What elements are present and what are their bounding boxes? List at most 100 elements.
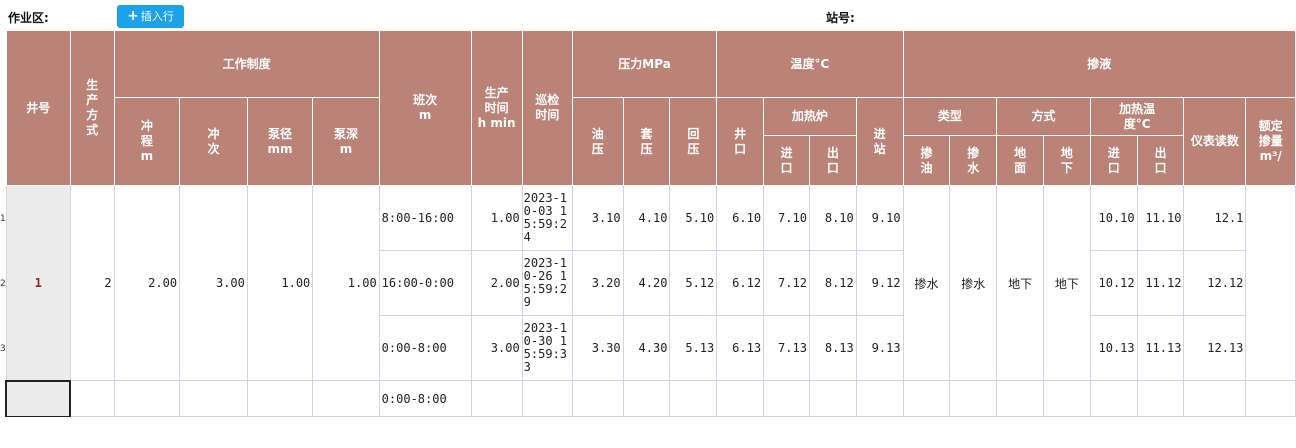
cell-shift[interactable]: 8:00-16:00 [378, 185, 472, 251]
row-number: 1 [0, 214, 6, 224]
cell-pump-dia[interactable]: 1.00 [246, 185, 314, 381]
empty-cell[interactable] [113, 380, 181, 417]
header-pump-dia-unit: mm [267, 141, 293, 156]
header-to-station: 进站 [855, 97, 904, 186]
cell-oil-pressure[interactable]: 3.20 [571, 250, 624, 316]
header-blending: 掺液 [902, 30, 1296, 98]
cell-patrol-time[interactable]: 2023-10-26 15:59:29 [521, 250, 573, 316]
header-back-pressure: 回压 [669, 97, 718, 186]
cell-heat-outlet[interactable]: 11.13 [1136, 315, 1185, 381]
empty-cell[interactable] [1089, 380, 1138, 417]
empty-cell[interactable] [312, 380, 380, 417]
cell-shift[interactable]: 0:00-8:00 [378, 380, 472, 417]
empty-cell[interactable] [69, 380, 115, 417]
well-data-table: 井号 生产方式 工作制度 班次 m 生产时间 h min 巡检时间 压力MPa 温度… [5, 30, 1296, 417]
cell-prod-time[interactable]: 1.00 [470, 185, 523, 251]
cell-wellhead[interactable]: 6.13 [716, 315, 765, 381]
cell-meter-reading[interactable]: 12.13 [1183, 315, 1247, 381]
cell-rated[interactable] [1245, 185, 1296, 381]
cell-casing-pressure[interactable]: 4.20 [622, 250, 671, 316]
empty-cell[interactable] [1245, 380, 1296, 417]
cell-type-oil[interactable]: 掺水 [902, 185, 951, 381]
header-shift-unit: m [418, 108, 432, 122]
cell-meter-reading[interactable]: 12.1 [1183, 185, 1247, 251]
cell-patrol-time[interactable]: 2023-10-03 15:59:24 [521, 185, 573, 251]
empty-cell[interactable] [571, 380, 624, 417]
cell-prod-mode[interactable]: 2 [69, 185, 115, 381]
cell-furnace-outlet[interactable]: 8.13 [808, 315, 857, 381]
cell-to-station[interactable]: 9.13 [855, 315, 904, 381]
empty-cell[interactable] [716, 380, 765, 417]
cell-strokes[interactable]: 3.00 [179, 185, 248, 381]
empty-cell[interactable] [622, 380, 671, 417]
cell-wellhead[interactable]: 6.12 [716, 250, 765, 316]
header-heat-temp: 加热温度°C [1089, 97, 1185, 136]
empty-cell[interactable] [855, 380, 904, 417]
empty-cell[interactable] [521, 380, 573, 417]
cell-prod-time[interactable]: 2.00 [470, 250, 523, 316]
cell-method-under[interactable]: 地下 [1043, 185, 1091, 381]
empty-cell[interactable] [763, 380, 810, 417]
row-number: 2 [0, 279, 6, 289]
cell-furnace-inlet[interactable]: 7.13 [763, 315, 810, 381]
cell-furnace-inlet[interactable]: 7.12 [763, 250, 810, 316]
cell-to-station[interactable]: 9.10 [855, 185, 904, 251]
cell-well-no[interactable]: 1 [5, 185, 71, 381]
cell-shift[interactable]: 0:00-8:00 [378, 315, 472, 381]
selected-cell[interactable] [5, 379, 72, 417]
empty-cell[interactable] [996, 380, 1044, 417]
cell-heat-outlet[interactable]: 11.12 [1136, 250, 1185, 316]
header-method: 方式 [996, 97, 1091, 136]
header-pump-depth-unit: m [339, 141, 353, 156]
empty-cell[interactable] [246, 380, 314, 417]
cell-type-water[interactable]: 掺水 [949, 185, 998, 381]
cell-heat-inlet[interactable]: 10.10 [1089, 185, 1138, 251]
header-heat-outlet: 出口 [1136, 135, 1185, 186]
station-label: 站号: [826, 11, 855, 25]
cell-back-pressure[interactable]: 5.13 [669, 315, 718, 381]
cell-heat-outlet[interactable]: 11.10 [1136, 185, 1185, 251]
insert-row-label: 插入行 [140, 10, 174, 23]
cell-meter-reading[interactable]: 12.12 [1183, 250, 1247, 316]
cell-furnace-outlet[interactable]: 8.12 [808, 250, 857, 316]
table-row: 16:00-0:00 2.00 2023-10-26 15:59:29 3.20… [6, 250, 1296, 316]
empty-cell[interactable] [470, 380, 523, 417]
cell-method-ground[interactable]: 地下 [996, 185, 1044, 381]
cell-patrol-time[interactable]: 2023-10-30 15:59:33 [521, 315, 573, 381]
plus-icon: + [127, 8, 139, 24]
header-shift-label: 班次 [413, 93, 438, 107]
cell-oil-pressure[interactable]: 3.10 [571, 185, 624, 251]
toolbar: 作业区: + 插入行 站号: [0, 0, 1296, 30]
area-label: 作业区: [8, 11, 49, 25]
cell-pump-depth[interactable]: 1.00 [312, 185, 380, 381]
cell-heat-inlet[interactable]: 10.13 [1089, 315, 1138, 381]
cell-casing-pressure[interactable]: 4.10 [622, 185, 671, 251]
cell-back-pressure[interactable]: 5.10 [669, 185, 718, 251]
empty-cell[interactable] [949, 380, 998, 417]
cell-heat-inlet[interactable]: 10.12 [1089, 250, 1138, 316]
cell-back-pressure[interactable]: 5.12 [669, 250, 718, 316]
empty-cell[interactable] [179, 380, 248, 417]
empty-cell[interactable] [1043, 380, 1091, 417]
header-furnace: 加热炉 [763, 97, 857, 136]
header-underground: 地下 [1043, 135, 1091, 186]
cell-prod-time[interactable]: 3.00 [470, 315, 523, 381]
insert-row-button[interactable]: + 插入行 [117, 5, 184, 28]
empty-cell[interactable] [902, 380, 951, 417]
empty-cell[interactable] [1136, 380, 1185, 417]
empty-cell[interactable] [808, 380, 857, 417]
cell-to-station[interactable]: 9.12 [855, 250, 904, 316]
empty-cell[interactable] [1183, 380, 1247, 417]
cell-oil-pressure[interactable]: 3.30 [571, 315, 624, 381]
header-pressure: 压力MPa [571, 30, 718, 98]
empty-cell[interactable] [669, 380, 718, 417]
header-furnace-inlet: 进口 [763, 135, 810, 186]
cell-wellhead[interactable]: 6.10 [716, 185, 765, 251]
cell-furnace-inlet[interactable]: 7.10 [763, 185, 810, 251]
header-prod-mode: 生产方式 [69, 30, 115, 186]
cell-stroke[interactable]: 2.00 [113, 185, 181, 381]
cell-furnace-outlet[interactable]: 8.10 [808, 185, 857, 251]
header-prod-time: 生产时间 h min [470, 30, 523, 186]
cell-casing-pressure[interactable]: 4.30 [622, 315, 671, 381]
cell-shift[interactable]: 16:00-0:00 [378, 250, 472, 316]
